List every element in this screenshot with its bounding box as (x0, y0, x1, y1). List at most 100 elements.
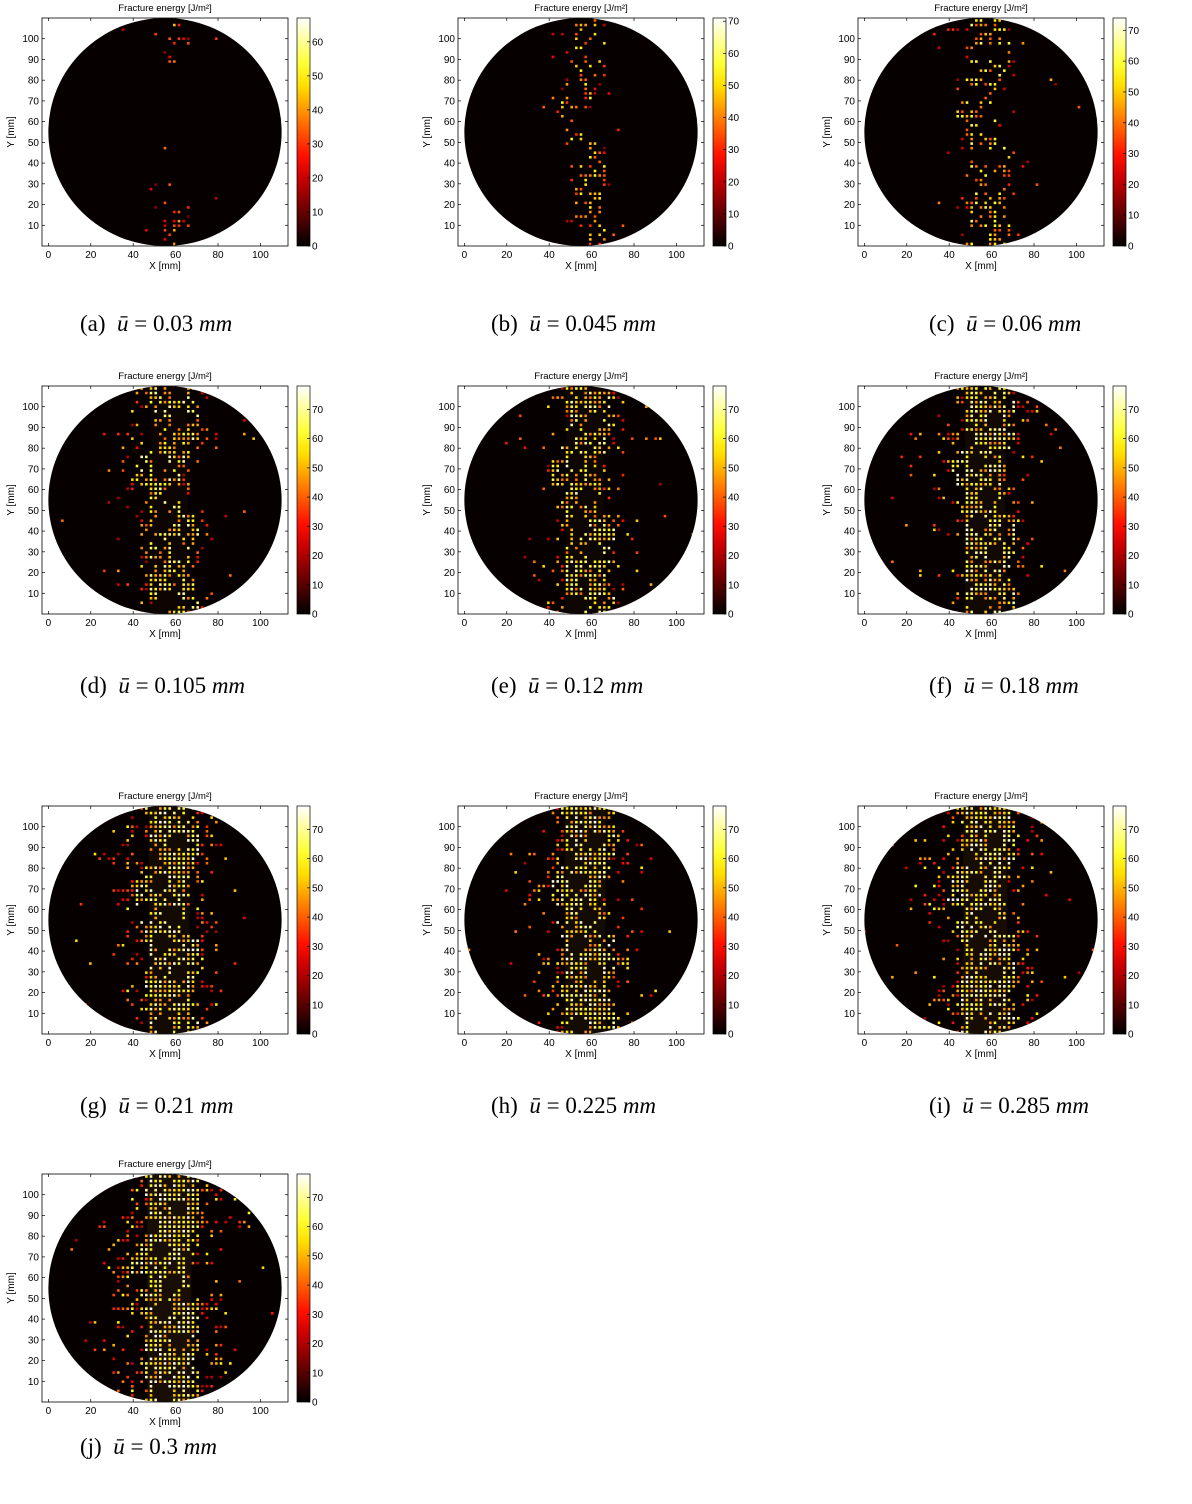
fracture-cell (551, 464, 555, 468)
fracture-cell (956, 875, 959, 879)
fracture-cell (579, 482, 583, 486)
fracture-cell (942, 825, 945, 829)
fracture-cell (210, 1384, 213, 1388)
fracture-cell (149, 583, 153, 586)
fracture-cell (1021, 419, 1025, 422)
fracture-cell (575, 565, 578, 568)
colorbar-tick-label: 0 (1128, 1030, 1134, 1041)
fracture-cell (993, 119, 997, 123)
fracture-cell (561, 101, 564, 104)
fracture-cell (1012, 587, 1015, 591)
fracture-cell (951, 848, 955, 851)
fracture-cell (575, 201, 578, 205)
fracture-cell (154, 482, 157, 486)
fracture-cell (163, 560, 167, 564)
fracture-cell (177, 460, 181, 463)
colorbar-tick-label: 20 (312, 551, 324, 562)
fracture-cell (1007, 601, 1011, 605)
caption-unit: mm (610, 673, 644, 698)
fracture-cell (196, 1298, 199, 1301)
fracture-cell (196, 880, 199, 883)
fracture-cell (612, 533, 615, 536)
fracture-cell (956, 114, 959, 118)
fracture-cell (145, 980, 148, 984)
fracture-cell (117, 889, 120, 892)
fracture-cell (975, 19, 978, 22)
fracture-cell (140, 524, 143, 527)
fracture-cell (145, 1270, 148, 1274)
fracture-cell (149, 505, 153, 509)
fracture-cell (1007, 28, 1011, 31)
fracture-cell (1012, 73, 1015, 77)
crack-band-glow (963, 806, 1008, 1034)
fracture-cell (247, 1211, 251, 1215)
fracture-cell (617, 487, 620, 491)
fracture-cell (584, 533, 587, 536)
fracture-cell (621, 916, 625, 920)
fracture-cell (154, 478, 157, 481)
fracture-cell (140, 1362, 143, 1365)
fracture-cell (579, 574, 583, 577)
fracture-cell (617, 446, 620, 450)
fracture-cell (593, 510, 597, 513)
fracture-cell (191, 524, 195, 527)
fracture-cell (570, 219, 573, 223)
fracture-cell (565, 410, 569, 413)
fracture-cell (612, 560, 615, 564)
fracture-cell (135, 1307, 139, 1311)
y-tick-label: 10 (444, 221, 456, 232)
fracture-cell (196, 852, 199, 856)
fracture-cell (140, 898, 143, 901)
fracture-cell (117, 496, 120, 500)
fracture-cell (617, 980, 620, 984)
fracture-cell (984, 206, 987, 209)
fracture-cell (107, 857, 111, 860)
fracture-cell (224, 1371, 227, 1374)
fracture-cell (593, 565, 597, 568)
fracture-cell (607, 537, 611, 541)
fracture-cell (505, 441, 508, 445)
y-tick-label: 20 (28, 988, 40, 999)
fracture-cell (201, 843, 204, 847)
y-tick-label: 100 (438, 402, 455, 413)
fracture-cell (635, 948, 639, 952)
fracture-cell (187, 574, 190, 577)
fracture-cell (989, 238, 992, 241)
fracture-cell (140, 1021, 143, 1025)
fracture-cell (177, 428, 181, 431)
fracture-cell (182, 451, 185, 454)
y-tick-label: 70 (844, 96, 856, 107)
fracture-cell (998, 37, 1001, 41)
fracture-cell (196, 1026, 199, 1029)
fracture-cell (163, 451, 167, 454)
fracture-cell (561, 505, 564, 509)
fracture-cell (603, 42, 606, 45)
fracture-cell (168, 419, 171, 422)
fracture-cell (570, 137, 573, 141)
fracture-cell (196, 871, 199, 874)
fracture-cell (1012, 405, 1015, 409)
fracture-cell (201, 1188, 204, 1192)
fracture-cell (140, 807, 143, 810)
fracture-cell (584, 460, 587, 463)
fracture-cell (589, 592, 592, 595)
fracture-cell (593, 596, 597, 600)
fracture-cell (196, 1193, 199, 1197)
fracture-cell (126, 1252, 129, 1256)
fracture-cell (579, 551, 583, 554)
fracture-cell (956, 464, 959, 468)
y-tick-label: 50 (28, 1294, 40, 1305)
fracture-cell (1012, 962, 1015, 965)
fracture-cell (135, 1207, 139, 1210)
fracture-cell (145, 925, 148, 929)
fracture-cell (1017, 233, 1020, 237)
fracture-cell (177, 606, 181, 609)
fracture-cell (135, 1302, 139, 1306)
fracture-cell (163, 219, 167, 223)
fracture-cell (956, 478, 959, 481)
fracture-cell (140, 893, 143, 897)
fracture-cell (1017, 441, 1020, 445)
fracture-cell (603, 551, 606, 554)
fracture-cell (219, 989, 223, 993)
fracture-cell (1003, 165, 1006, 168)
